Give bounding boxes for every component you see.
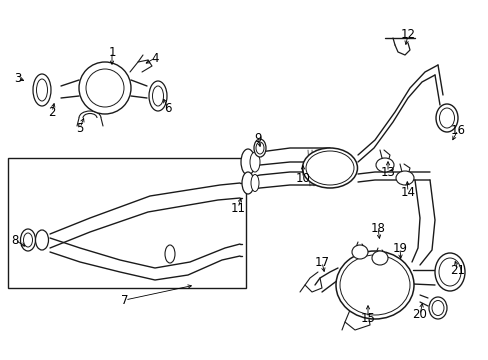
- Ellipse shape: [375, 158, 393, 172]
- Ellipse shape: [23, 233, 32, 247]
- Ellipse shape: [351, 245, 367, 259]
- Ellipse shape: [335, 251, 413, 319]
- Ellipse shape: [395, 171, 413, 185]
- Ellipse shape: [250, 175, 259, 192]
- Ellipse shape: [33, 74, 51, 106]
- Bar: [8, 158, 245, 288]
- Text: 21: 21: [449, 264, 465, 276]
- Text: 18: 18: [370, 221, 385, 234]
- Ellipse shape: [36, 230, 48, 250]
- Text: 8: 8: [11, 234, 19, 247]
- Ellipse shape: [20, 229, 36, 251]
- Ellipse shape: [439, 108, 453, 128]
- Text: 1: 1: [108, 45, 116, 58]
- Ellipse shape: [152, 86, 163, 106]
- Ellipse shape: [79, 62, 131, 114]
- Ellipse shape: [435, 104, 457, 132]
- Text: 15: 15: [360, 311, 375, 324]
- Ellipse shape: [438, 258, 460, 286]
- Text: 14: 14: [400, 185, 415, 198]
- Text: 16: 16: [449, 123, 465, 136]
- Text: 4: 4: [151, 51, 159, 64]
- Ellipse shape: [149, 81, 167, 111]
- Text: 13: 13: [380, 166, 395, 179]
- Ellipse shape: [305, 151, 353, 185]
- Ellipse shape: [242, 172, 253, 194]
- Text: 3: 3: [14, 72, 21, 85]
- Text: 17: 17: [314, 256, 329, 269]
- Ellipse shape: [164, 245, 175, 263]
- Ellipse shape: [241, 149, 254, 175]
- Ellipse shape: [431, 301, 443, 315]
- Ellipse shape: [37, 79, 47, 101]
- Text: 2: 2: [48, 105, 56, 118]
- Ellipse shape: [339, 255, 409, 315]
- Text: 11: 11: [230, 202, 245, 215]
- Text: 9: 9: [254, 131, 261, 144]
- Text: 5: 5: [76, 122, 83, 135]
- Ellipse shape: [256, 142, 264, 154]
- Ellipse shape: [86, 69, 124, 107]
- Text: 7: 7: [121, 293, 128, 306]
- Text: 19: 19: [392, 242, 407, 255]
- Ellipse shape: [428, 297, 446, 319]
- Ellipse shape: [249, 152, 260, 172]
- Text: 12: 12: [400, 28, 415, 41]
- Ellipse shape: [434, 253, 464, 291]
- Text: 10: 10: [295, 171, 310, 184]
- Ellipse shape: [302, 148, 357, 188]
- Ellipse shape: [253, 139, 265, 157]
- Text: 6: 6: [164, 102, 171, 114]
- Text: 20: 20: [412, 309, 427, 321]
- Ellipse shape: [371, 251, 387, 265]
